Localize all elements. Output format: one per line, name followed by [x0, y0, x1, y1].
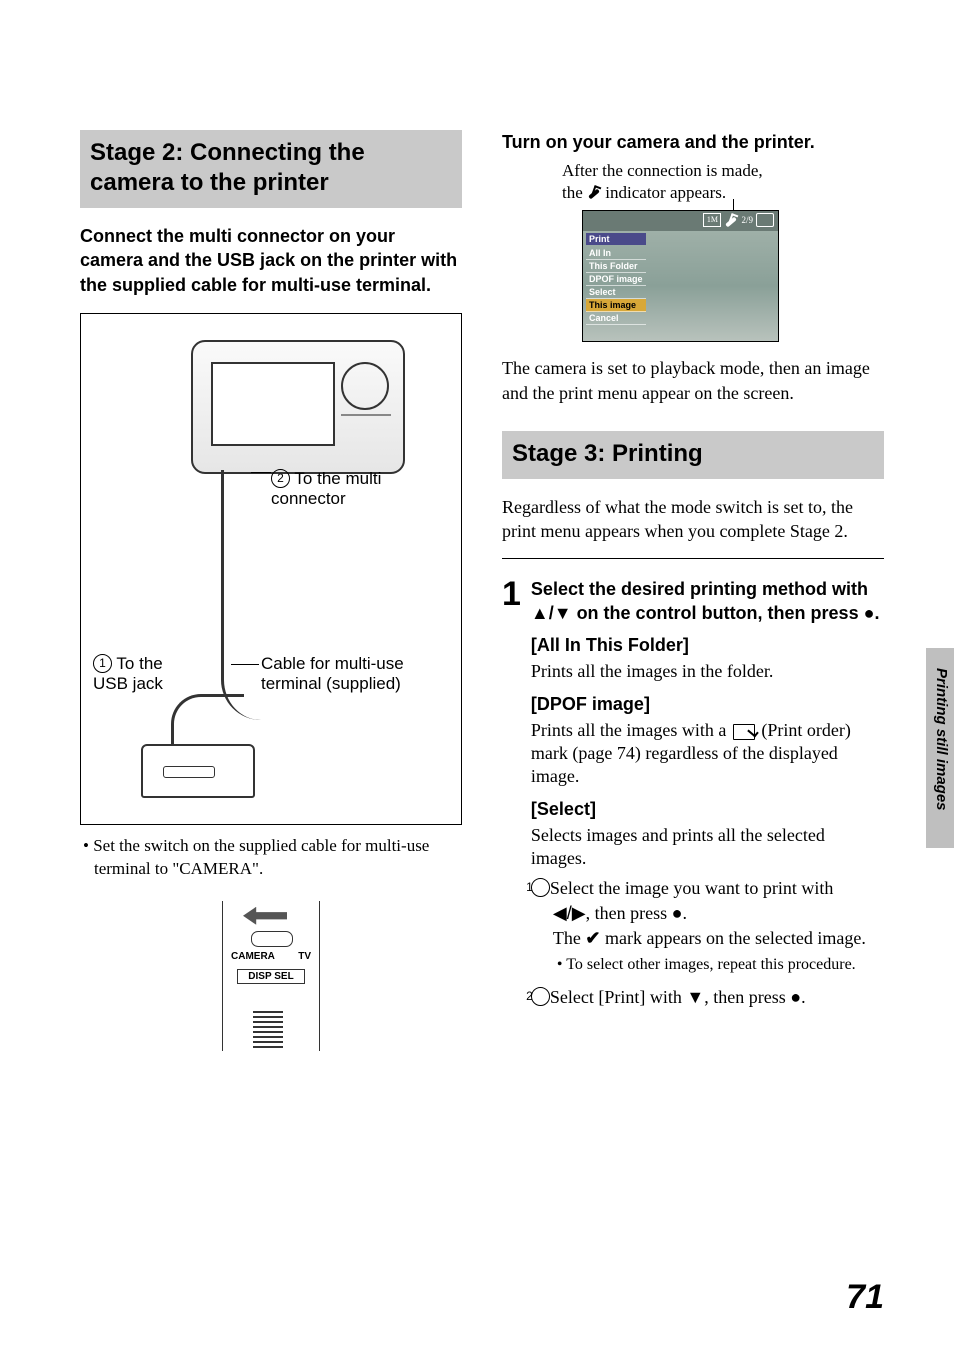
substep-2: 2Select [Print] with ▼, then press ●. — [531, 986, 884, 1009]
side-tab-label: Printing still images — [933, 668, 950, 811]
stage2-instruction: Connect the multi connector on your came… — [80, 224, 462, 297]
substep-1: 1Select the image you want to print with — [531, 877, 884, 900]
center-dot-icon: ● — [672, 903, 683, 923]
option-dpof-heading: [DPOF image] — [531, 694, 884, 715]
lcd-menu-item: This Folder — [586, 260, 646, 273]
center-dot-icon: ● — [864, 603, 875, 623]
down-arrow-icon: ▼ — [686, 987, 704, 1007]
step1-title: Select the desired printing method with … — [531, 577, 884, 626]
lcd-connection-icon — [724, 213, 738, 227]
label-cable: Cable for multi-use terminal (supplied) — [261, 654, 421, 695]
option-select-heading: [Select] — [531, 799, 884, 820]
print-order-icon — [733, 724, 755, 740]
switch-label-disp: DISP SEL — [237, 969, 305, 984]
lcd-media-icon — [756, 213, 774, 227]
after-connection-note: After the connection is made, the indica… — [562, 160, 884, 204]
switch-label-tv: TV — [298, 951, 311, 962]
stage3-heading: Stage 3: Printing — [512, 439, 874, 469]
left-right-arrows-icon: ◀/▶ — [553, 903, 586, 923]
label-to-multi-connector: 2 To the multi connector — [271, 469, 411, 510]
lcd-menu-item: All In — [586, 247, 646, 260]
option-select-text: Selects images and prints all the select… — [531, 824, 884, 871]
switch-label-camera: CAMERA — [231, 951, 275, 962]
lcd-menu-item: DPOF image — [586, 273, 646, 286]
substep-num-2: 2 — [531, 987, 550, 1006]
step-1: 1 Select the desired printing method wit… — [502, 558, 884, 1009]
switch-illustration: CAMERA TV DISP SEL — [222, 901, 320, 1051]
check-mark-icon: ✔ — [585, 928, 600, 948]
option-dpof-text: Prints all the images with a (Print orde… — [531, 719, 884, 789]
lcd-counter: 2/9 — [741, 215, 753, 225]
center-dot-icon: ● — [790, 987, 801, 1007]
stage3-intro: Regardless of what the mode switch is se… — [502, 495, 884, 544]
substep-num-1: 1 — [531, 878, 550, 897]
substep-1-bullet: • To select other images, repeat this pr… — [531, 955, 884, 976]
up-down-arrows-icon: ▲/▼ — [531, 603, 572, 623]
arrow-left-icon — [243, 907, 287, 925]
step-number: 1 — [502, 577, 521, 1009]
printer-drawing — [141, 744, 255, 798]
lcd-menu-item: Cancel — [586, 312, 646, 325]
option-all-heading: [All In This Folder] — [531, 635, 884, 656]
lcd-print-menu: Print All In This Folder DPOF image Sele… — [586, 233, 646, 325]
lcd-menu-item-selected: This image — [586, 299, 646, 312]
left-column: Stage 2: Connecting the camera to the pr… — [80, 130, 462, 1051]
connection-illustration: 2 To the multi connector 1 To the USB ja… — [80, 313, 462, 825]
camera-drawing — [191, 340, 405, 474]
page-number: 71 — [846, 1278, 884, 1317]
connection-indicator-icon — [587, 185, 601, 199]
lcd-menu-item: Select — [586, 286, 646, 299]
callout-num-1: 1 — [93, 654, 112, 673]
playback-text: The camera is set to playback mode, then… — [502, 356, 884, 405]
right-column: Turn on your camera and the printer. Aft… — [502, 130, 884, 1051]
lcd-menu-header: Print — [586, 233, 646, 245]
camera-lcd-screenshot: 1M 2/9 Print All In This Folder DPOF ima… — [582, 210, 779, 342]
stage2-heading-box: Stage 2: Connecting the camera to the pr… — [80, 130, 462, 208]
label-to-usb-jack: 1 To the USB jack — [93, 654, 193, 695]
option-all-text: Prints all the images in the folder. — [531, 660, 884, 683]
turn-on-heading: Turn on your camera and the printer. — [502, 130, 884, 154]
callout-num-2: 2 — [271, 469, 290, 488]
lcd-size-icon: 1M — [703, 213, 721, 227]
switch-note: • Set the switch on the supplied cable f… — [80, 835, 462, 881]
stage3-heading-box: Stage 3: Printing — [502, 431, 884, 479]
stage2-heading: Stage 2: Connecting the camera to the pr… — [90, 138, 452, 198]
